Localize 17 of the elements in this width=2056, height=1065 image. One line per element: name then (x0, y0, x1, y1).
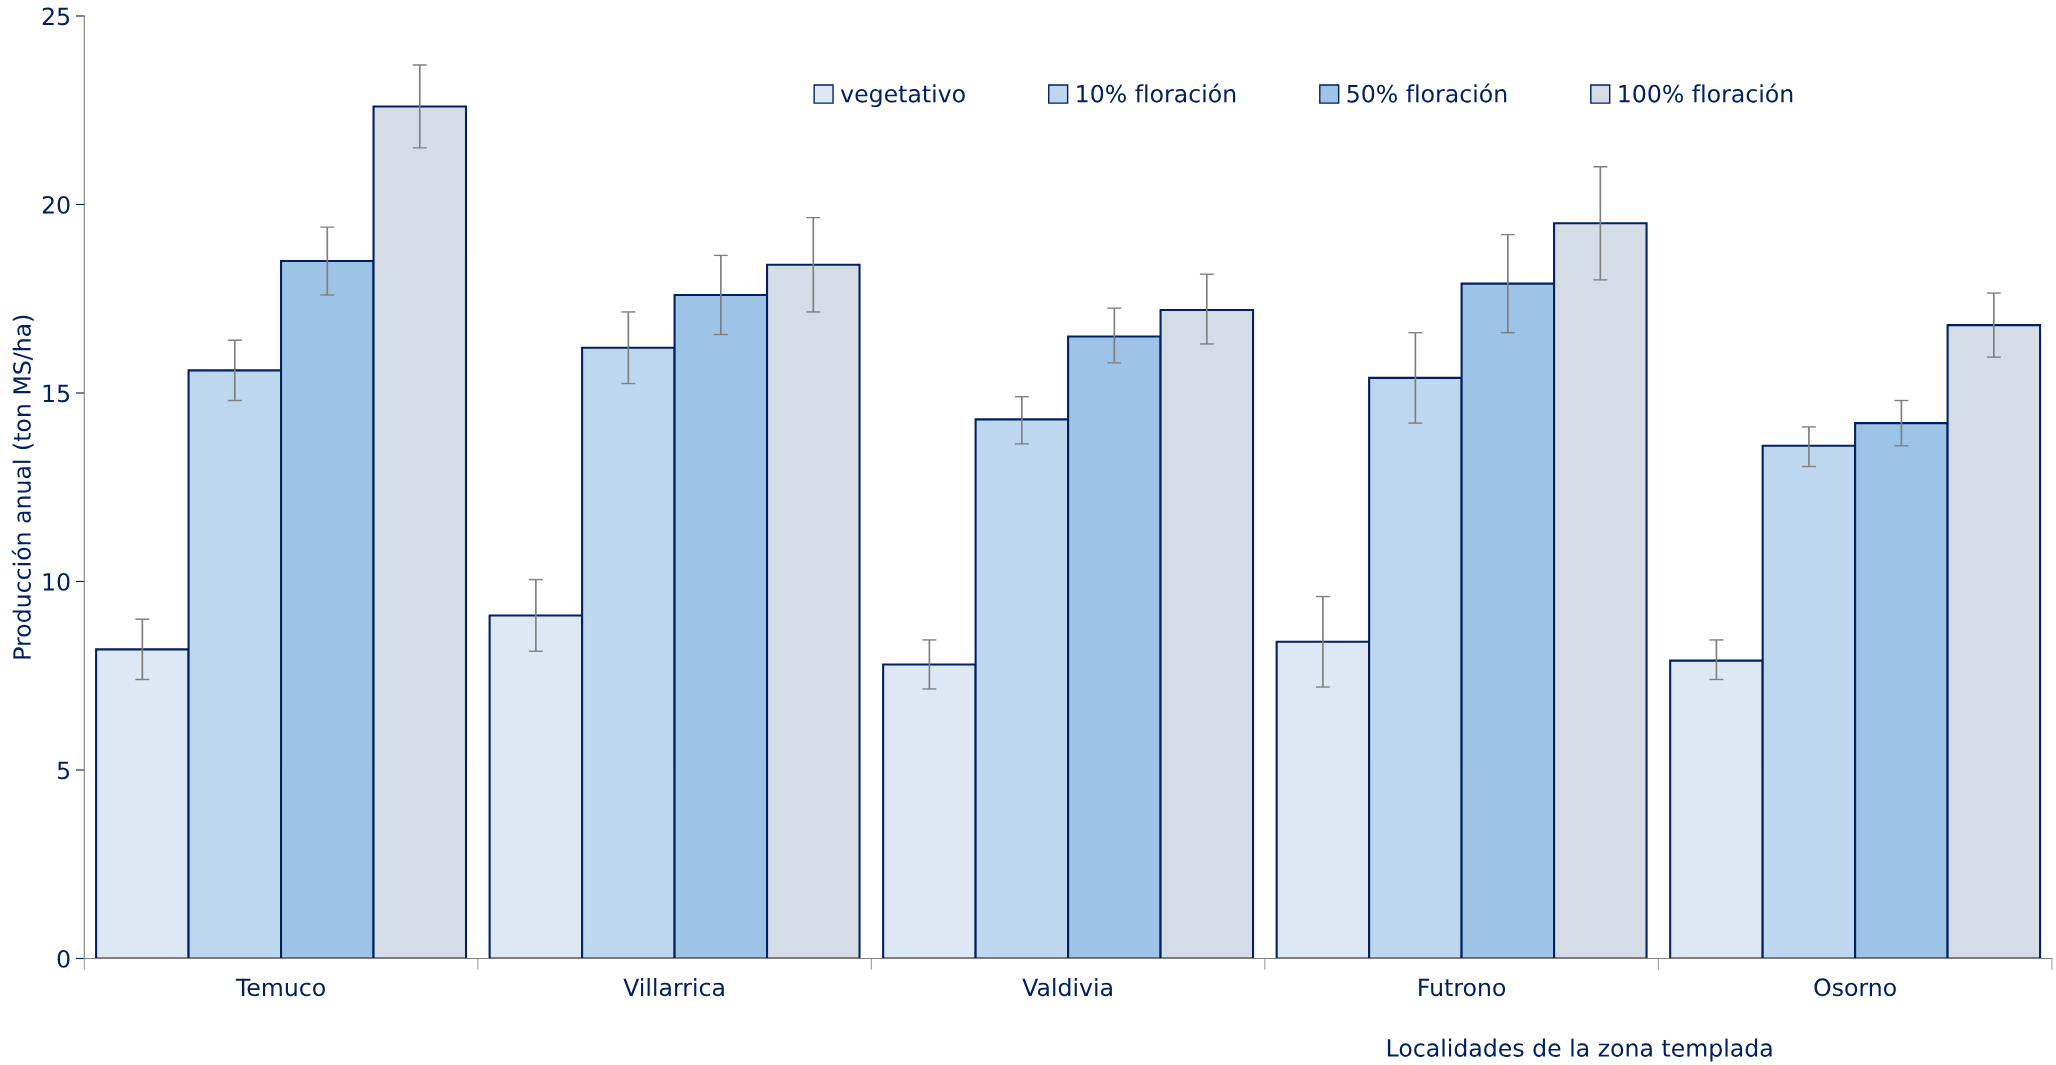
y-tick-label: 10 (43, 572, 70, 591)
legend-label: 100% floración (1619, 83, 1793, 103)
x-tick-label: Villarrica (623, 977, 724, 997)
x-tick-label: Osorno (1814, 978, 1896, 997)
y-tick-label: 15 (43, 384, 70, 403)
legend-label: 50% floración (1347, 83, 1507, 103)
x-tick-label: Futrono (1419, 978, 1506, 997)
y-tick-label: 0 (57, 949, 70, 968)
y-axis-title: Producción anual (ton MS/ha) (11, 315, 34, 659)
x-tick-label: Valdivia (1022, 977, 1112, 997)
y-tick-label: 25 (42, 7, 70, 26)
y-tick-label: 20 (42, 195, 70, 214)
legend-label: 10% floración (1077, 83, 1236, 103)
y-tick-label: 5 (57, 761, 70, 780)
legend-label: vegetativo (840, 84, 965, 108)
x-axis-title: Localidades de la zona templada (1387, 1038, 1772, 1062)
x-tick-label: Temuco (235, 978, 325, 997)
